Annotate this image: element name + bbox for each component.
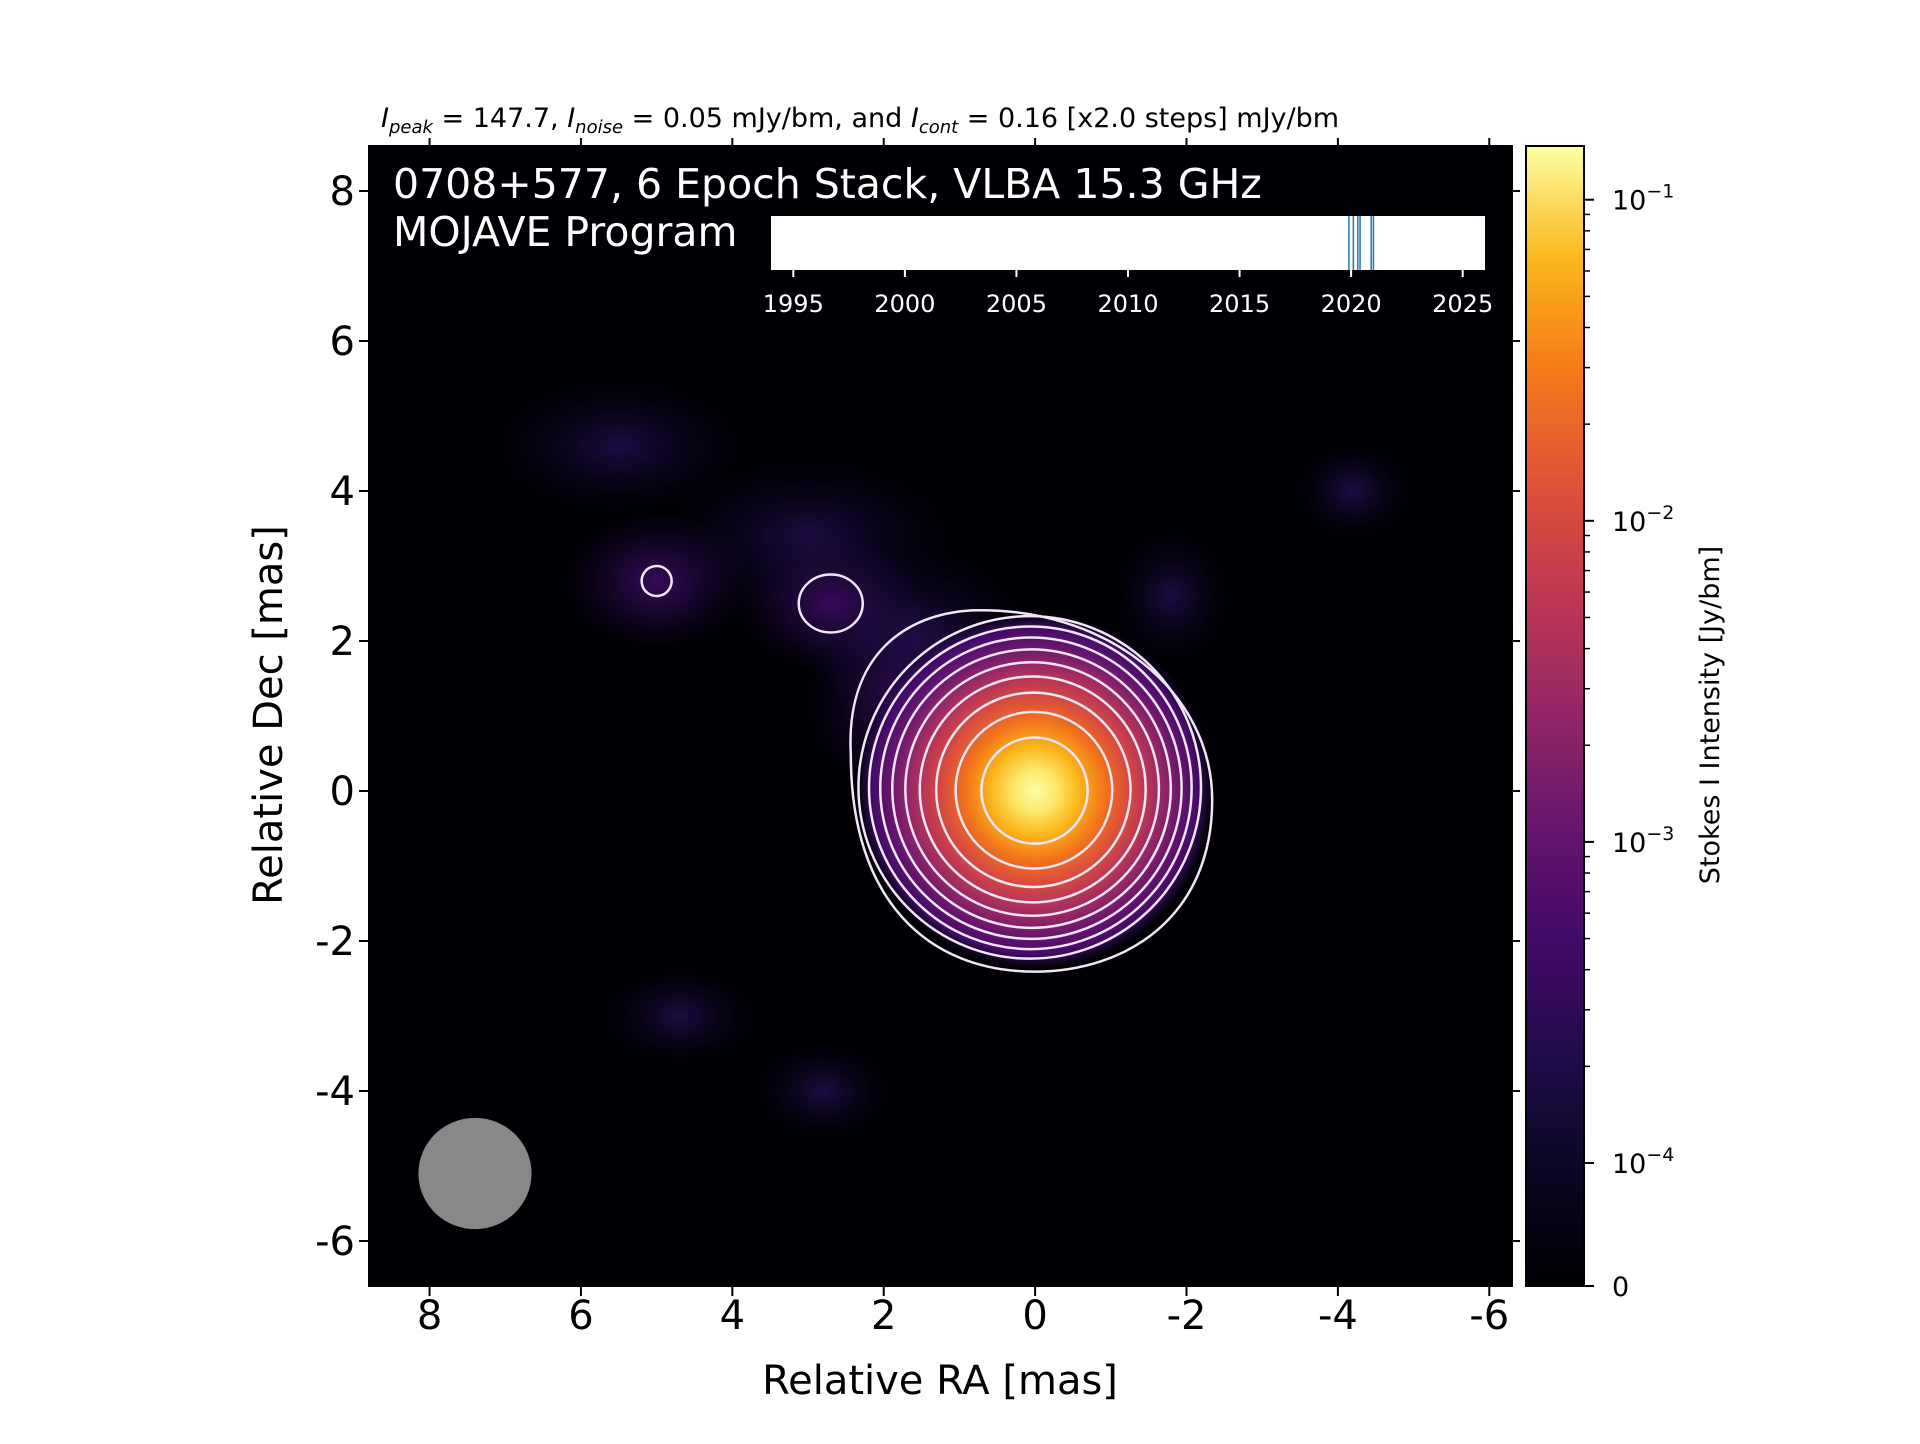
overlay-title-line1: 0708+577, 6 Epoch Stack, VLBA 15.3 GHz [393, 160, 1262, 208]
contour-layer [640, 564, 1214, 973]
colorbar-ticks: 0 10−4 10−3 10−2 10−1 [1584, 181, 1674, 1303]
epoch-timeline: 1995 2000 2005 2010 2015 2020 2025 [763, 216, 1493, 318]
colorbar-tick-label: 0 [1612, 1272, 1629, 1303]
x-tick-label: 8 [417, 1293, 442, 1339]
timeline-tick-label: 2005 [986, 290, 1047, 318]
y-axis-label: Relative Dec [mas] [246, 525, 292, 905]
faint-emission [488, 376, 749, 516]
y-tick-label: 4 [330, 469, 355, 515]
y-tick-label: 2 [330, 619, 355, 665]
timeline-box [771, 216, 1485, 270]
colorbar-tick-label: 10−3 [1612, 823, 1674, 859]
x-axis-label: Relative RA [mas] [762, 1358, 1118, 1404]
y-tick-label: 6 [330, 319, 355, 365]
faint-emission [1293, 441, 1414, 541]
contour-line [878, 636, 1183, 941]
jet-emission [561, 511, 752, 651]
noise-symbol: I [567, 103, 575, 134]
plot-header: Ipeak = 147.7, Inoise = 0.05 mJy/bm, and… [381, 103, 1339, 138]
contour-line [954, 710, 1114, 870]
y-axis: 8 6 4 2 0 -2 -4 -6 [315, 169, 1520, 1265]
jet-contour [640, 564, 673, 598]
colorbar-gradient [1525, 145, 1585, 1287]
peak-symbol: I [381, 103, 389, 134]
colorbar-label: Stokes I Intensity [Jy/bm] [1695, 546, 1726, 884]
faint-emission [753, 1041, 894, 1141]
y-tick-label: 8 [330, 169, 355, 215]
colorbar-tick-label: 10−1 [1612, 181, 1674, 217]
timeline-tick-label: 2020 [1321, 290, 1382, 318]
x-tick-label: 4 [720, 1293, 745, 1339]
cont-subscript: cont [919, 117, 959, 138]
contour-line [857, 614, 1203, 960]
contour-line [867, 625, 1193, 951]
contour-line [934, 691, 1132, 889]
y-tick-label: -4 [315, 1069, 355, 1115]
peak-subscript: peak [388, 117, 435, 138]
colorbar-tick-label: 10−2 [1612, 502, 1674, 538]
timeline-tick-label: 2025 [1432, 290, 1493, 318]
contour-line [918, 675, 1147, 904]
jet-contour [797, 573, 864, 634]
x-tick-label: 6 [568, 1293, 593, 1339]
colorbar-tick-label: 10−4 [1612, 1144, 1674, 1180]
plot-frame [368, 145, 1513, 1287]
beam-ellipse [418, 1117, 532, 1230]
cont-value: = 0.16 [x2.0 steps] mJy/bm [958, 103, 1339, 134]
beam-layer [418, 1117, 532, 1230]
timeline-tick-label: 1995 [763, 290, 824, 318]
faint-emission [1111, 526, 1232, 666]
epoch-lines [1348, 216, 1375, 270]
x-tick-label: 0 [1022, 1293, 1047, 1339]
timeline-axis: 1995 2000 2005 2010 2015 2020 2025 [763, 270, 1493, 318]
contour-line [891, 648, 1173, 930]
image-panel: 8 6 4 2 0 -2 -4 -6 8 6 4 2 0 -2 -4 -6 Relative RA [mas… [246, 138, 1520, 1404]
colorbar: 0 10−4 10−3 10−2 10−1 Stokes I Intensity [Jy… [1525, 145, 1726, 1303]
x-tick-label: -2 [1167, 1293, 1207, 1339]
x-axis: 8 6 4 2 0 -2 -4 -6 [417, 138, 1509, 1339]
y-tick-label: 0 [330, 769, 355, 815]
emission-layer [488, 376, 1414, 1141]
noise-subscript: noise [575, 117, 623, 138]
timeline-tick-label: 2010 [1097, 290, 1158, 318]
overlay-title-line2: MOJAVE Program [393, 208, 737, 256]
contour-line [980, 736, 1089, 845]
noise-value: = 0.05 mJy/bm, and [623, 103, 911, 134]
cont-symbol: I [911, 103, 919, 134]
contour-line [904, 660, 1161, 918]
peak-value: = 147.7, [433, 103, 567, 134]
x-tick-label: -6 [1469, 1293, 1509, 1339]
faint-emission [599, 966, 760, 1066]
contour-line [849, 609, 1214, 973]
y-tick-label: -6 [315, 1219, 355, 1265]
x-tick-label: -4 [1318, 1293, 1358, 1339]
timeline-tick-label: 2000 [874, 290, 935, 318]
y-tick-label: -2 [315, 919, 355, 965]
x-tick-label: 2 [871, 1293, 896, 1339]
timeline-tick-label: 2015 [1209, 290, 1270, 318]
